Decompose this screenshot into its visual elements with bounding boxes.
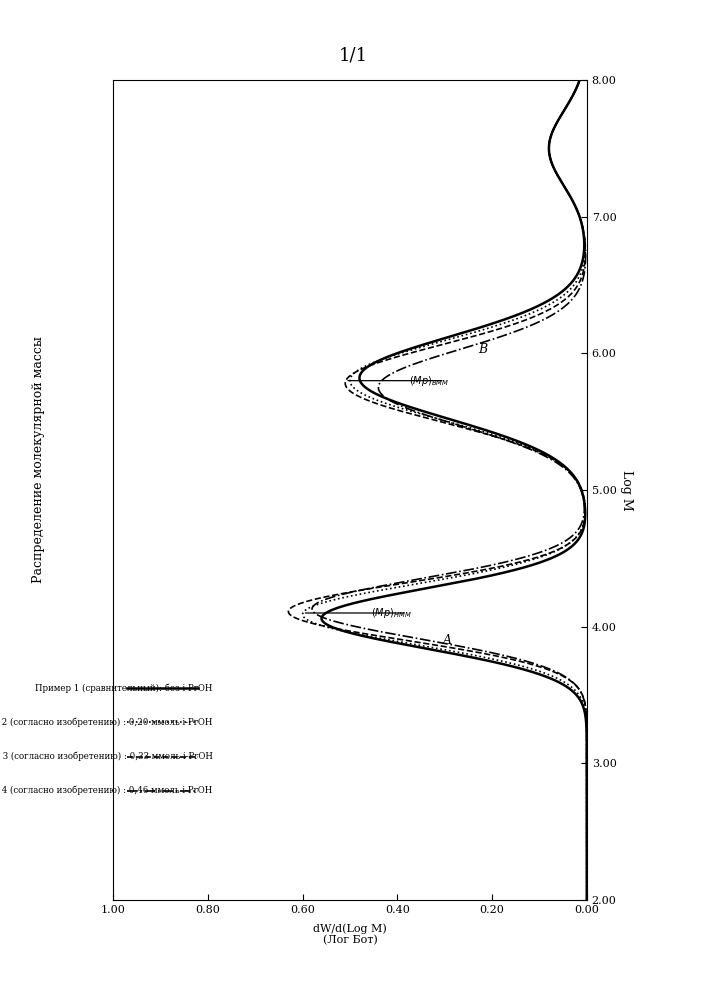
X-axis label: dW/d(Log M)
(Лог Бот): dW/d(Log M) (Лог Бот): [313, 923, 387, 946]
Text: Пример 1 (сравнительный): без i-PrOH: Пример 1 (сравнительный): без i-PrOH: [35, 683, 213, 693]
Y-axis label: Log M: Log M: [620, 470, 633, 510]
Text: Пример 4 (согласно изобретению) : 0,46 ммоль i-PrOH: Пример 4 (согласно изобретению) : 0,46 м…: [0, 786, 213, 795]
Text: B: B: [478, 343, 487, 356]
Text: Пример 3 (согласно изобретению) : 0,33 ммоль i-PrOH: Пример 3 (согласно изобретению) : 0,33 м…: [0, 752, 213, 761]
Text: $(Mp)_{НММ}$: $(Mp)_{НММ}$: [370, 606, 411, 620]
Text: A: A: [443, 634, 452, 647]
Text: Пример 2 (согласно изобретению) : 0,20 ммоль i-PrOH: Пример 2 (согласно изобретению) : 0,20 м…: [0, 718, 213, 727]
Text: 1/1: 1/1: [339, 46, 368, 64]
Text: Распределение молекулярной массы: Распределение молекулярной массы: [33, 337, 45, 583]
Text: $(Mp)_{ВММ}$: $(Mp)_{ВММ}$: [409, 374, 450, 388]
